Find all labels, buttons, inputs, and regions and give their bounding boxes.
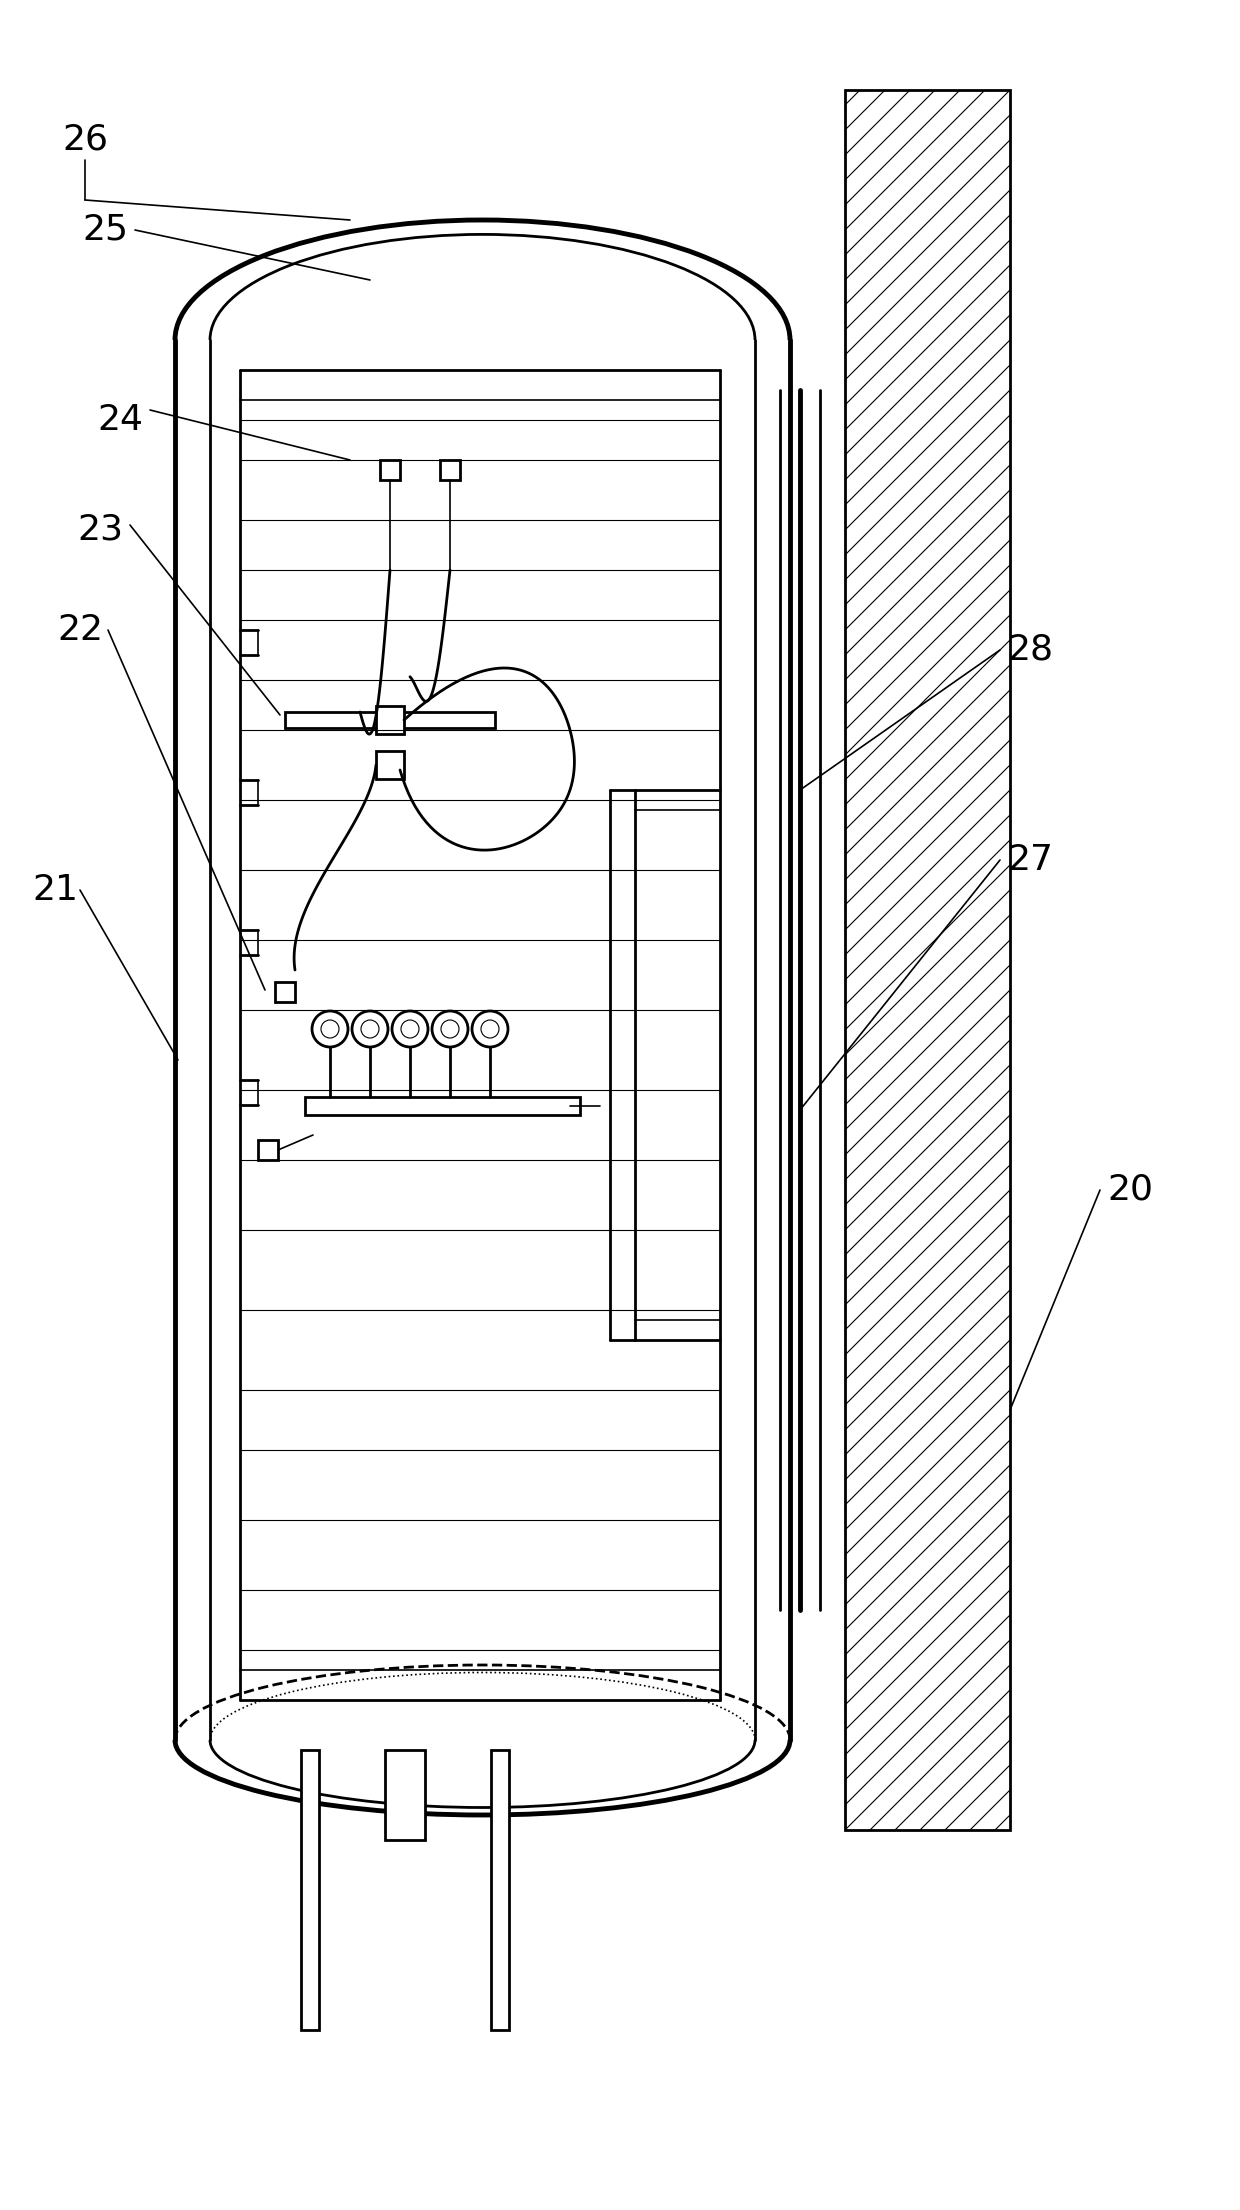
Bar (844, 91, 1011, 1830)
Text: 23: 23 (77, 513, 123, 548)
Bar (491, 1750, 508, 2031)
Text: 27: 27 (1007, 842, 1053, 877)
Bar (258, 1140, 278, 1160)
Bar (285, 712, 495, 727)
Text: 26: 26 (62, 124, 108, 157)
Bar (301, 1750, 319, 2031)
Text: 28: 28 (1007, 632, 1053, 667)
Text: 25: 25 (82, 212, 128, 248)
Text: 21: 21 (32, 873, 78, 906)
Text: 20: 20 (1107, 1174, 1153, 1207)
Bar (440, 460, 460, 480)
Bar (379, 460, 401, 480)
Bar (376, 751, 404, 778)
Text: 24: 24 (97, 402, 143, 438)
Bar (384, 1750, 425, 1841)
Bar (275, 981, 295, 1001)
Bar (376, 705, 404, 734)
Text: 22: 22 (57, 612, 103, 648)
Bar (305, 1096, 580, 1116)
